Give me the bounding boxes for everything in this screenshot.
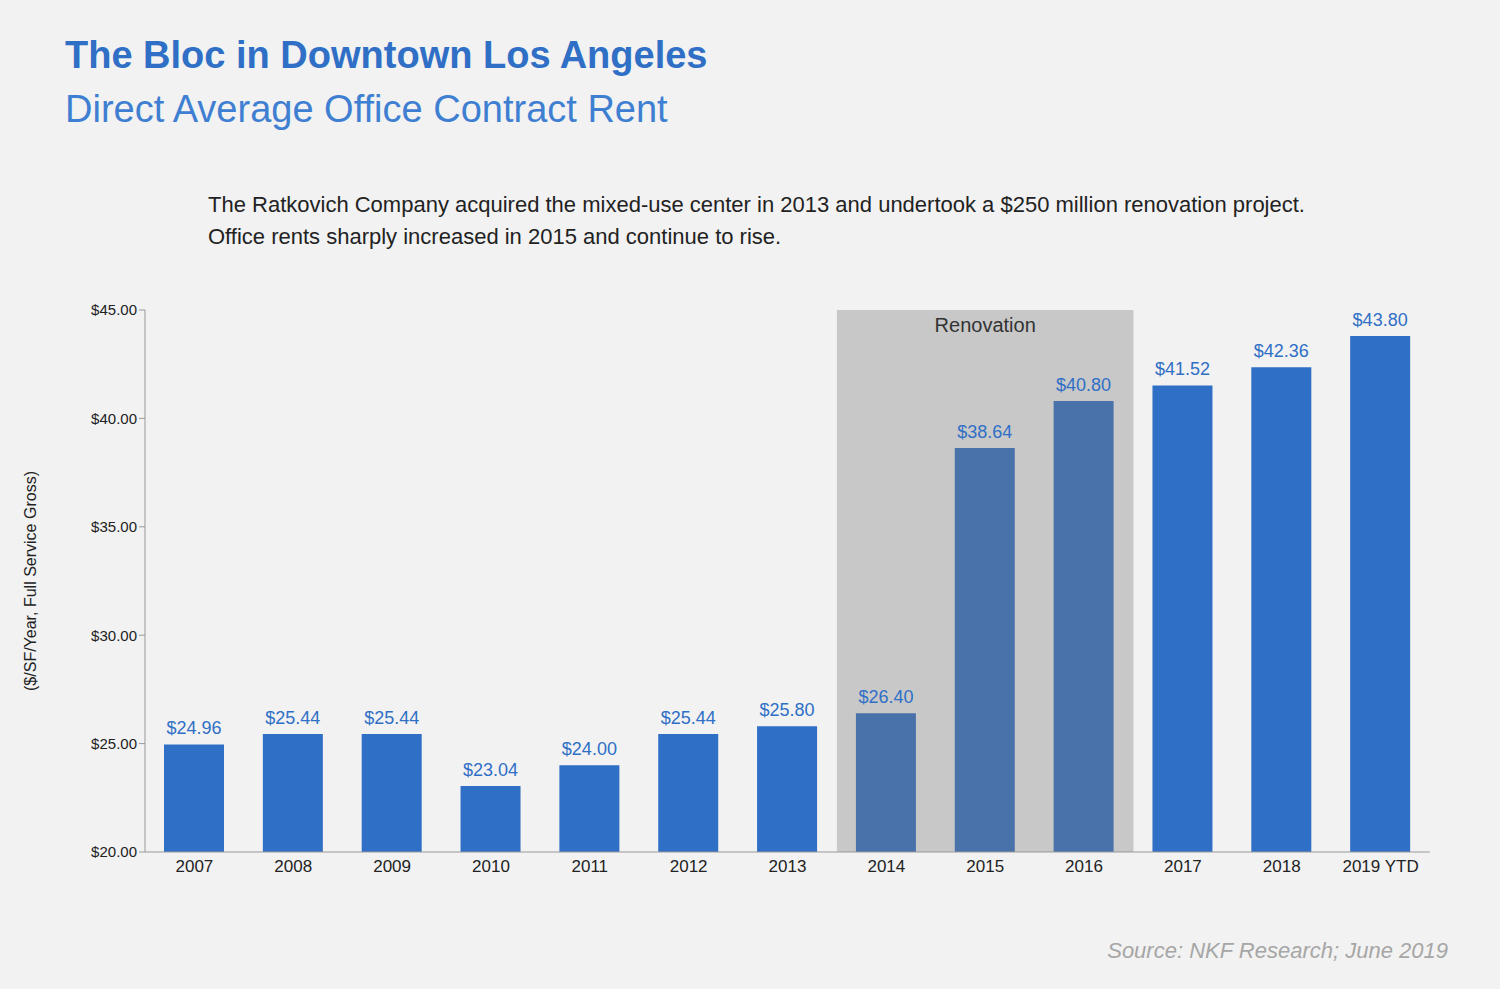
svg-text:$45.00: $45.00 (91, 301, 137, 318)
svg-text:$26.40: $26.40 (858, 687, 913, 707)
svg-text:2018: 2018 (1263, 857, 1301, 876)
svg-text:$40.80: $40.80 (1056, 375, 1111, 395)
html-text:The Ratkovich Company acquired: The Ratkovich Company acquired the mixed… (208, 192, 1305, 217)
svg-text:2017: 2017 (1164, 857, 1202, 876)
svg-text:2009: 2009 (373, 857, 411, 876)
svg-text:$20.00: $20.00 (91, 843, 137, 860)
svg-text:$25.44: $25.44 (364, 708, 419, 728)
svg-text:$42.36: $42.36 (1254, 341, 1309, 361)
svg-text:$25.00: $25.00 (91, 735, 137, 752)
svg-text:$24.00: $24.00 (562, 739, 617, 759)
html-text:Office rents sharply increased: Office rents sharply increased in 2015 a… (208, 224, 782, 249)
svg-text:2010: 2010 (472, 857, 510, 876)
svg-text:Renovation: Renovation (935, 314, 1036, 336)
svg-text:$25.80: $25.80 (760, 700, 815, 720)
svg-text:$35.00: $35.00 (91, 518, 137, 535)
svg-text:($/SF/Year, Full Service Gross: ($/SF/Year, Full Service Gross) (22, 471, 39, 691)
html-text:The Bloc in Downtown Los Angel: The Bloc in Downtown Los Angeles (65, 34, 708, 76)
svg-text:2016: 2016 (1065, 857, 1103, 876)
svg-text:$25.44: $25.44 (265, 708, 320, 728)
svg-text:$30.00: $30.00 (91, 627, 137, 644)
svg-text:$24.96: $24.96 (166, 718, 221, 738)
svg-text:$41.52: $41.52 (1155, 359, 1210, 379)
svg-text:2015: 2015 (966, 857, 1004, 876)
svg-text:2011: 2011 (572, 857, 609, 876)
svg-text:2007: 2007 (176, 857, 214, 876)
html-text:Direct Average Office Contract: Direct Average Office Contract Rent (65, 88, 668, 130)
svg-text:2013: 2013 (769, 857, 807, 876)
svg-text:$38.64: $38.64 (957, 422, 1012, 442)
svg-text:2012: 2012 (670, 857, 708, 876)
svg-text:$40.00: $40.00 (91, 410, 137, 427)
html-text:Source: NKF Research; June 201: Source: NKF Research; June 2019 (1107, 938, 1448, 963)
svg-text:$25.44: $25.44 (661, 708, 716, 728)
svg-text:2014: 2014 (867, 857, 905, 876)
svg-text:$23.04: $23.04 (463, 760, 518, 780)
svg-text:$43.80: $43.80 (1353, 310, 1408, 330)
svg-text:2008: 2008 (274, 857, 312, 876)
svg-text:2019 YTD: 2019 YTD (1342, 857, 1418, 876)
